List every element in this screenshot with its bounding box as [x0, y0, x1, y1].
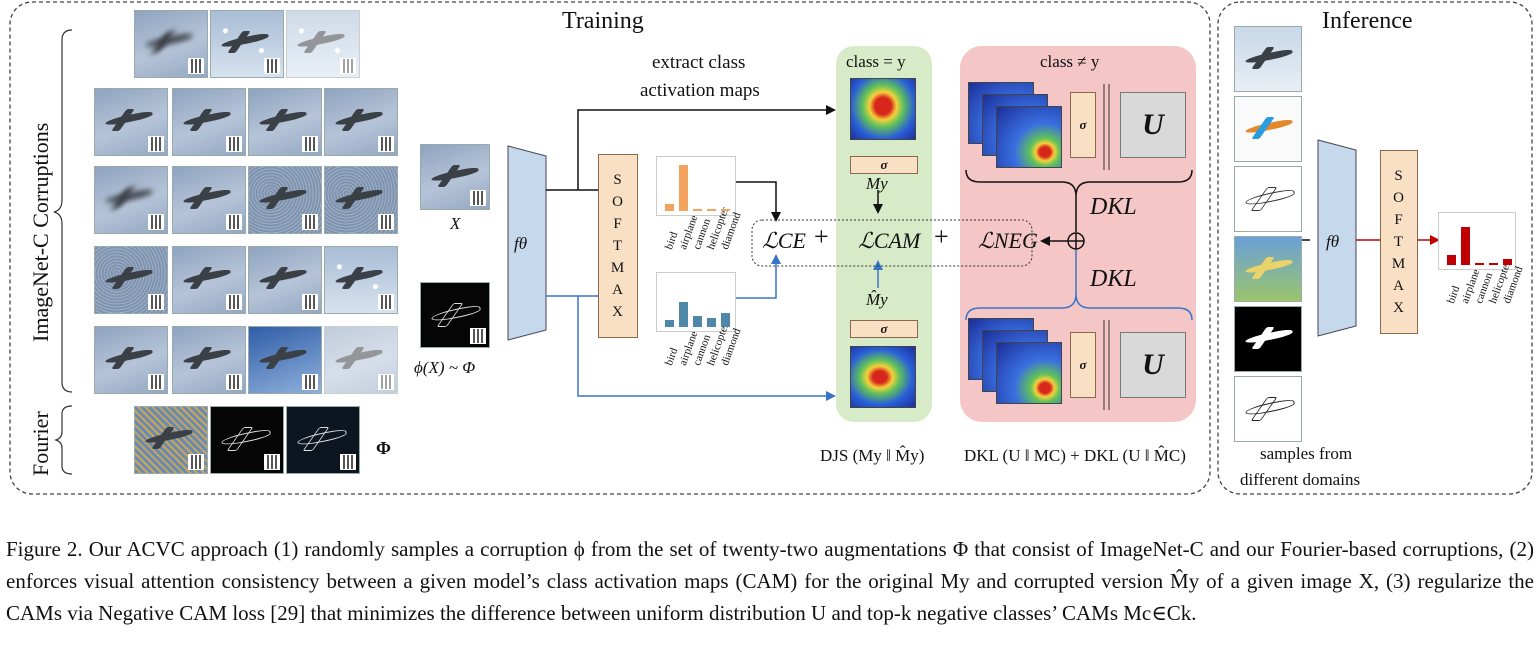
corruption-thumbnail — [94, 326, 168, 394]
prob-bar-bird — [1447, 255, 1456, 265]
corruption-thumbnail — [248, 326, 322, 394]
extract-label-line1: extract class — [652, 52, 746, 73]
sigma-box: σ — [1070, 92, 1096, 158]
corruption-thumbnail — [94, 246, 168, 314]
fourier-thumbnail — [134, 406, 208, 474]
sigma-box: σ — [850, 156, 918, 174]
samples-label-line2: different domains — [1240, 470, 1361, 489]
corruption-thumbnail — [210, 10, 284, 78]
sample-clipart — [1234, 96, 1302, 162]
corruption-thumbnail — [324, 326, 398, 394]
inference-title: Inference — [1322, 8, 1413, 34]
prob-bar-bird — [665, 320, 674, 327]
sigma-box: σ — [1070, 332, 1096, 398]
prob-bar-cannon — [1475, 263, 1484, 265]
corruption-thumbnail — [172, 246, 246, 314]
x-label: X — [450, 214, 461, 233]
fourier-thumbnail — [210, 406, 284, 474]
corrupted-image — [420, 282, 490, 348]
prob-bar-bird — [665, 204, 674, 211]
prob-bar-helicopter — [1489, 263, 1498, 265]
phi-x-label: ϕ(X) ~ Φ — [414, 358, 476, 377]
fourier-label: Fourier — [28, 411, 53, 476]
corruption-thumbnail — [324, 246, 398, 314]
sample-quickdraw — [1234, 376, 1302, 442]
cam-original — [850, 78, 916, 140]
chart-clean: bird airplane cannon helicopter diamond — [656, 156, 743, 251]
plus-sign: + — [934, 222, 949, 251]
prob-bar-cannon — [693, 315, 702, 327]
prob-bar-diamond — [721, 209, 730, 211]
corruption-thumbnail — [324, 166, 398, 234]
sample-sketch — [1234, 166, 1302, 232]
dkl-label: DKL — [1090, 194, 1137, 220]
cam-corrupted — [850, 346, 916, 408]
corruptions-label: ImageNet-C Corruptions — [28, 122, 53, 342]
training-title: Training — [562, 8, 644, 34]
prob-bar-diamond — [1503, 259, 1512, 265]
sample-painting — [1234, 236, 1302, 302]
extract-label-line2: activation maps — [640, 80, 760, 101]
uniform-box: U — [1120, 92, 1186, 158]
loss-ce: ℒCE — [762, 228, 806, 253]
corruption-thumbnail — [248, 166, 322, 234]
corruption-thumbnail — [172, 326, 246, 394]
kl-formula: DKL (U ‖ MC) + DKL (U ‖ M̂C) — [964, 446, 1186, 465]
chart-corrupted: bird airplane cannon helicopter diamond — [656, 272, 743, 367]
phi-symbol: Φ — [376, 438, 391, 458]
m-hat-y-label: M̂y — [866, 290, 888, 309]
prob-bar-cannon — [693, 209, 702, 211]
loss-cam: ℒCAM — [858, 228, 921, 253]
plus-sign: + — [814, 222, 829, 251]
m-y-label: My — [866, 174, 888, 193]
js-formula: DJS (My ‖ M̂y) — [820, 446, 925, 465]
negative-cam — [996, 106, 1062, 168]
corruption-thumbnail — [248, 88, 322, 156]
input-image-x — [420, 144, 490, 210]
prob-bar-helicopter — [707, 209, 716, 211]
sigma-box: σ — [850, 320, 918, 338]
corruption-thumbnail — [324, 88, 398, 156]
sample-infograph — [1234, 306, 1302, 372]
green-panel-title: class = y — [846, 52, 906, 71]
chart-inference: bird airplane cannon helicopter diamond — [1438, 212, 1525, 305]
sample-photo — [1234, 26, 1302, 92]
f-theta-label: fθ — [514, 234, 528, 253]
corruption-thumbnail — [94, 88, 168, 156]
corruption-thumbnail — [172, 166, 246, 234]
corruption-thumbnail — [248, 246, 322, 314]
prob-bar-airplane — [679, 301, 688, 327]
figure-caption: Figure 2. Our ACVC approach (1) randomly… — [6, 537, 1534, 625]
red-panel-title: class ≠ y — [1040, 52, 1100, 71]
prob-bar-diamond — [721, 313, 730, 327]
f-theta-label-inference: fθ — [1326, 232, 1340, 251]
corruption-thumbnail — [94, 166, 168, 234]
uniform-box: U — [1120, 332, 1186, 398]
samples-label-line1: samples from — [1260, 444, 1353, 463]
loss-neg: ℒNEG — [978, 228, 1038, 253]
prob-bar-helicopter — [707, 317, 716, 327]
corruption-thumbnail — [134, 10, 208, 78]
corruption-thumbnail — [286, 10, 360, 78]
prob-bar-airplane — [1461, 227, 1470, 265]
fourier-thumbnail — [286, 406, 360, 474]
dkl-label: DKL — [1090, 266, 1137, 292]
prob-bar-airplane — [679, 165, 688, 211]
corruption-thumbnail — [172, 88, 246, 156]
negative-cam — [996, 342, 1062, 404]
